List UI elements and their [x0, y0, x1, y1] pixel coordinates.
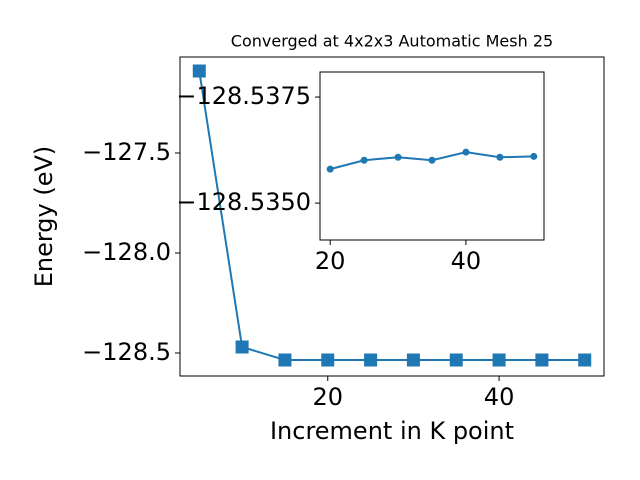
marker — [192, 64, 206, 78]
marker — [235, 340, 249, 354]
chart-title: Converged at 4x2x3 Automatic Mesh 25 — [231, 32, 553, 51]
marker — [449, 353, 463, 367]
marker — [530, 152, 538, 160]
marker — [364, 353, 378, 367]
x-tick-label: 20 — [315, 247, 346, 275]
marker — [428, 156, 436, 164]
y-tick-label: −128.5 — [82, 338, 171, 366]
marker — [360, 156, 368, 164]
marker — [326, 165, 334, 173]
marker — [321, 353, 335, 367]
x-axis-label: Increment in K point — [270, 417, 514, 445]
marker — [535, 353, 549, 367]
plot-area — [319, 71, 545, 241]
x-tick-label: 20 — [312, 383, 343, 411]
y-tick-label: −127.5 — [82, 138, 171, 166]
marker — [394, 153, 402, 161]
marker — [278, 353, 292, 367]
y-tick-label: −128.0 — [82, 238, 171, 266]
marker — [492, 353, 506, 367]
y-tick-label: −128.5350 — [176, 188, 311, 216]
marker — [578, 353, 592, 367]
y-tick-label: −128.5375 — [176, 82, 311, 110]
marker — [462, 148, 470, 156]
x-tick-label: 40 — [451, 247, 482, 275]
series-line — [198, 70, 585, 361]
y-axis-label: Energy (eV) — [30, 146, 58, 288]
x-tick-label: 40 — [484, 383, 515, 411]
marker — [406, 353, 420, 367]
marker — [496, 153, 504, 161]
